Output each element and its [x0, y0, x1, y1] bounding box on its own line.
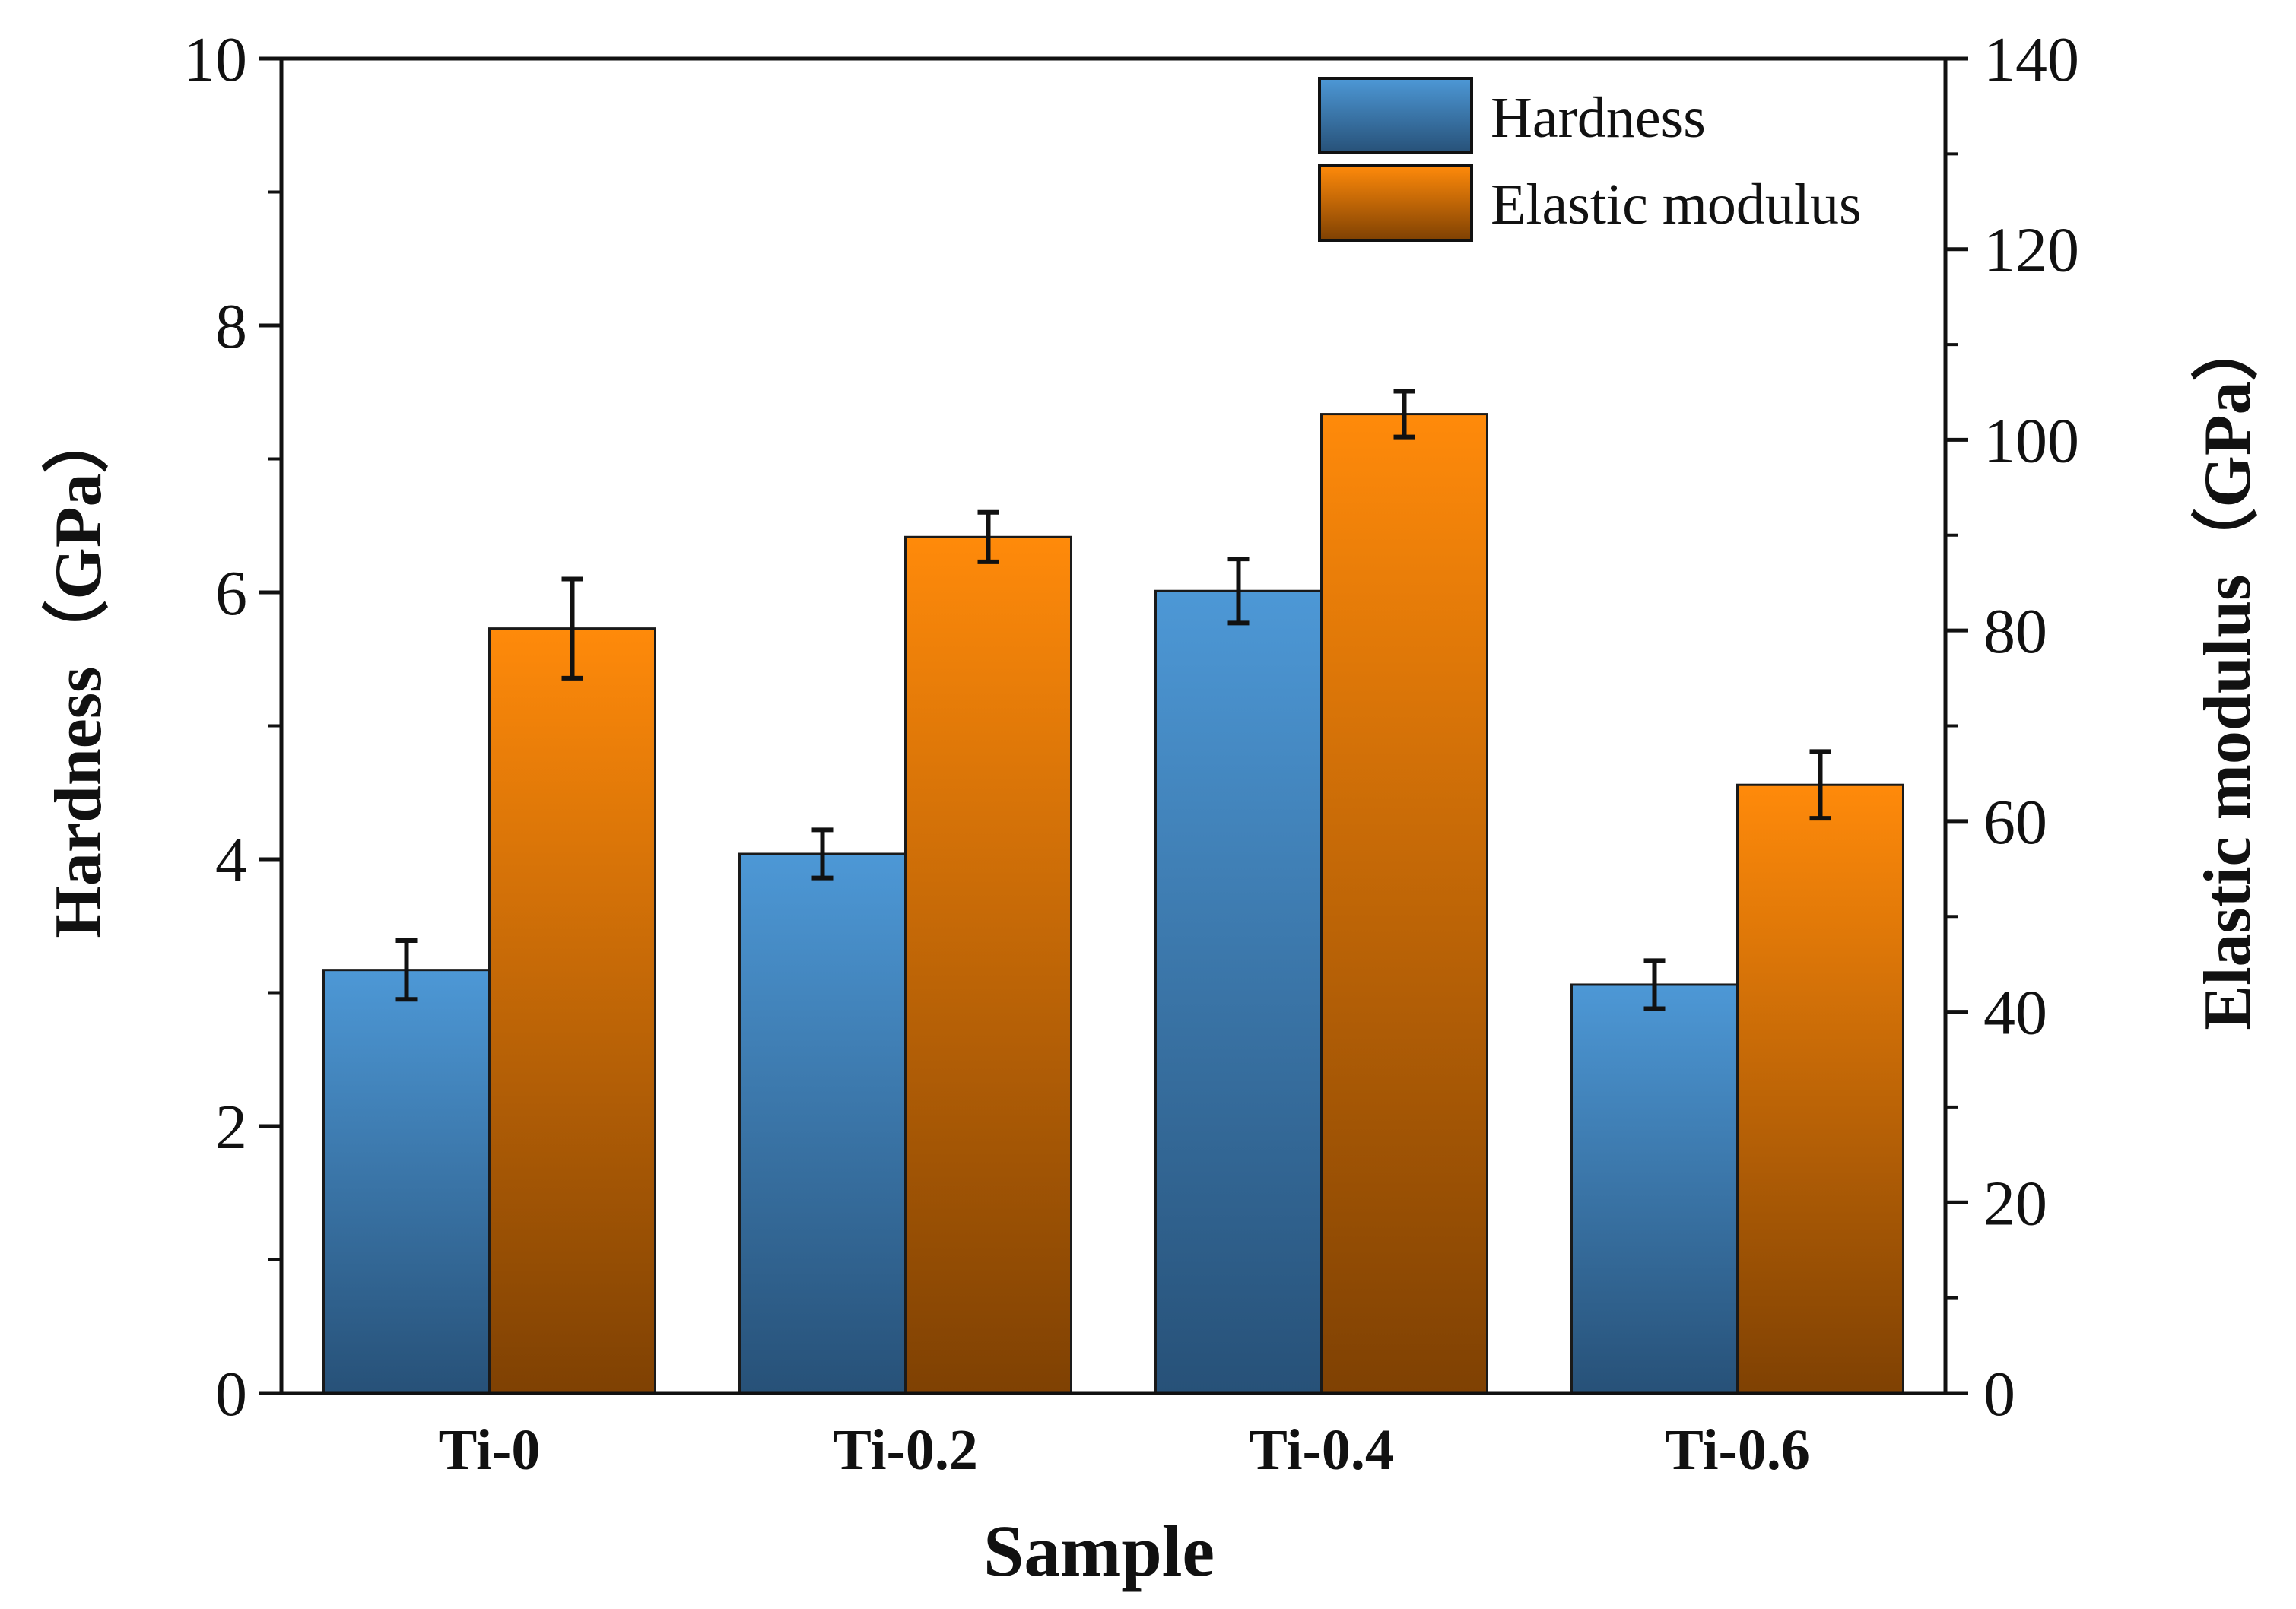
right-axis: 0 20 40 60 80 100 120 140	[1945, 24, 2079, 1430]
right-tick-label: 140	[1983, 24, 2079, 95]
x-tick-label: Ti-0	[439, 1418, 541, 1482]
left-tick-label: 6	[215, 558, 247, 629]
right-tick-label: 0	[1983, 1359, 2015, 1430]
right-tick-label: 60	[1983, 787, 2047, 858]
right-tick-label: 80	[1983, 596, 2047, 667]
legend-swatch-hardness	[1318, 77, 1473, 154]
x-axis-title: Sample	[983, 1510, 1215, 1592]
left-tick-label: 0	[215, 1359, 247, 1430]
x-tick-label: Ti-0.6	[1665, 1418, 1810, 1482]
legend: Hardness Elastic modulus	[1318, 77, 1862, 242]
right-tick-label: 120	[1983, 215, 2079, 286]
bar-hardness-ti-0.6	[1570, 983, 1739, 1395]
left-tick-label: 2	[215, 1092, 247, 1163]
left-axis-title: Hardness（GPa）	[42, 406, 116, 938]
bar-elastic-modulus-ti-0	[488, 627, 656, 1395]
bar-hardness-ti-0.2	[738, 852, 907, 1395]
right-tick-label: 100	[1983, 405, 2079, 476]
x-axis: Ti-0 Ti-0.2 Ti-0.4 Ti-0.6	[439, 1418, 1810, 1482]
bar-elastic-modulus-ti-0.4	[1320, 413, 1488, 1395]
bar-elastic-modulus-ti-0.2	[904, 535, 1072, 1395]
bar-elastic-modulus-ti-0.6	[1736, 783, 1904, 1395]
x-tick-label: Ti-0.4	[1249, 1418, 1394, 1482]
legend-label-elastic-modulus: Elastic modulus	[1491, 173, 1862, 236]
left-axis: 0 2 4 6 8 10	[183, 24, 281, 1430]
bar-hardness-ti-0	[322, 969, 491, 1395]
right-tick-label: 20	[1983, 1168, 2047, 1239]
legend-swatch-elastic-modulus	[1318, 164, 1473, 242]
right-axis-title: Elastic modulus（GPa）	[2191, 314, 2265, 1030]
bars-layer	[322, 413, 1904, 1395]
x-tick-label: Ti-0.2	[833, 1418, 978, 1482]
errorbars-layer	[395, 389, 1831, 1011]
left-tick-label: 4	[215, 825, 247, 896]
left-tick-label: 8	[215, 291, 247, 362]
legend-label-hardness: Hardness	[1491, 86, 1706, 150]
bar-hardness-ti-0.4	[1154, 589, 1323, 1395]
right-tick-label: 40	[1983, 978, 2047, 1049]
left-tick-label: 10	[183, 24, 247, 95]
